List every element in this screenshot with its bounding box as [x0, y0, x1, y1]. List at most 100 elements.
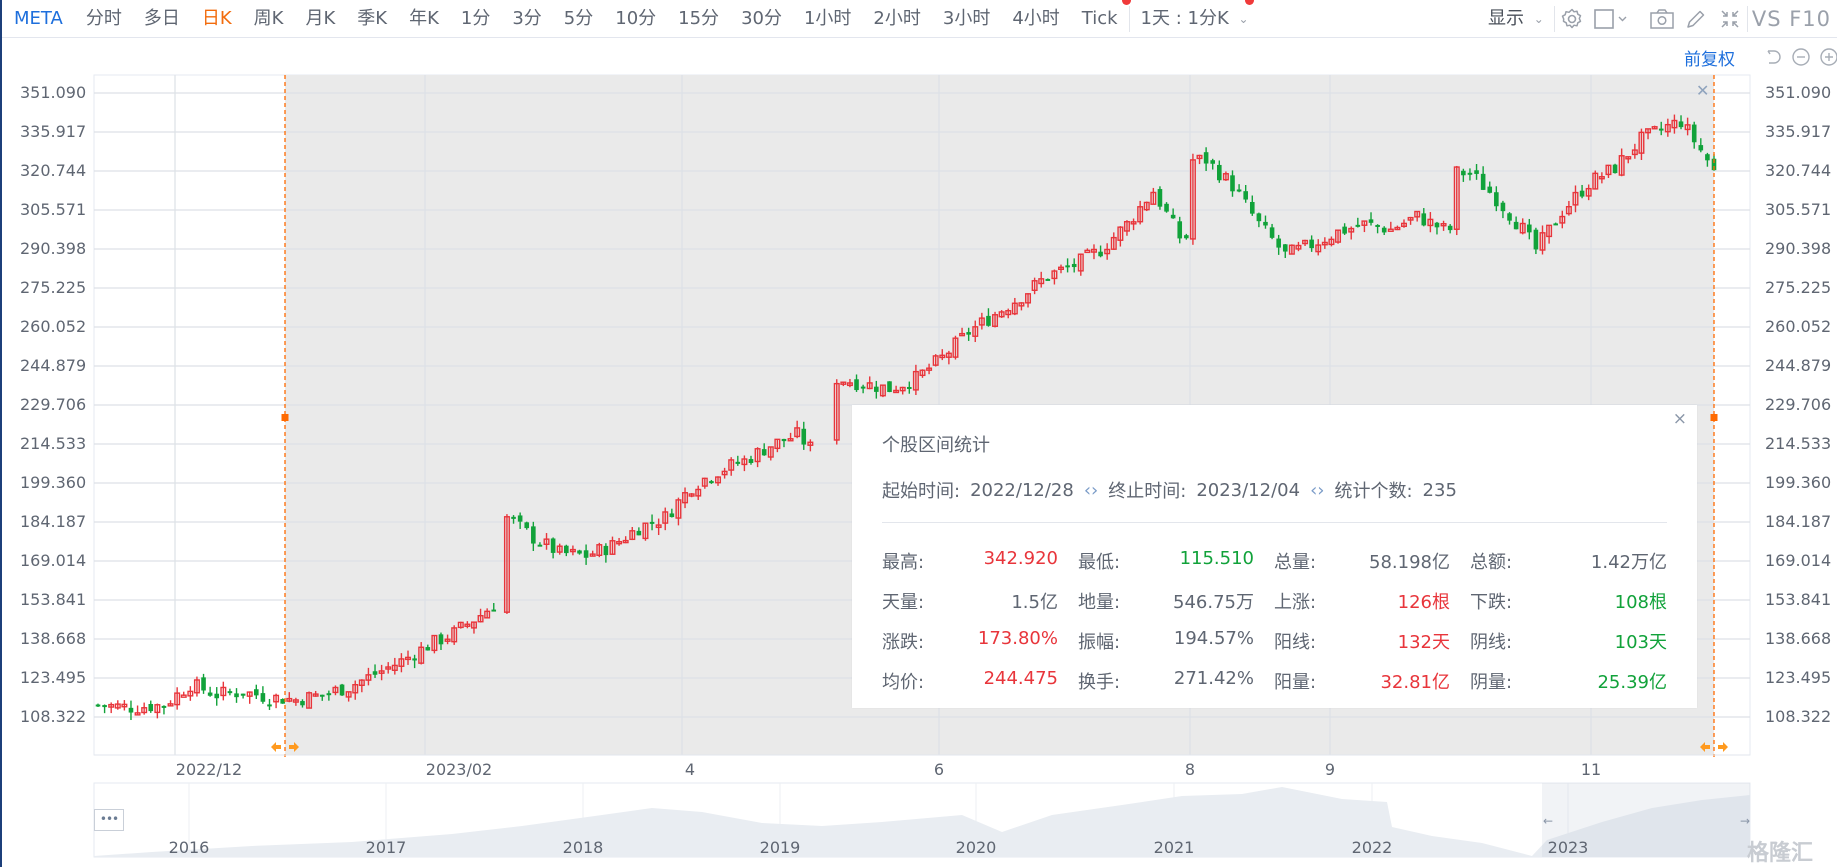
candle-body: [1651, 126, 1658, 130]
candle-body: [1711, 158, 1717, 171]
draw-button[interactable]: [1679, 0, 1713, 38]
period-tab[interactable]: 周K: [253, 7, 284, 29]
period-tab[interactable]: 1小时: [803, 7, 852, 29]
candle-body: [161, 705, 167, 708]
period-tab[interactable]: 3分: [512, 7, 542, 29]
candle-body: [992, 314, 999, 327]
candle-body: [1011, 302, 1018, 315]
stat-cell: 换手: 271.42%: [1078, 668, 1274, 694]
undo-button[interactable]: [1762, 46, 1784, 68]
period-tab[interactable]: 4小时: [1012, 7, 1060, 29]
candle-body: [1400, 222, 1407, 228]
screenshot-button[interactable]: [1645, 0, 1679, 38]
period-tab[interactable]: 10分: [615, 7, 657, 29]
candle-body: [365, 674, 372, 681]
candle-body: [807, 441, 814, 446]
candle-body: [1177, 221, 1183, 239]
start-time-adjust-icon[interactable]: ‹›: [1083, 479, 1099, 501]
end-time-adjust-icon[interactable]: ‹›: [1310, 479, 1325, 501]
custom-period-select[interactable]: 1天 : 1分K ⌄: [1130, 0, 1260, 38]
candle-body: [945, 352, 952, 358]
candle-body: [1038, 278, 1045, 285]
y-tick-label: 275.225: [20, 278, 87, 297]
candle-body: [1077, 253, 1084, 272]
stat-value: 32.81亿: [1380, 672, 1450, 693]
candle-body: [405, 656, 412, 661]
stat-value: 25.39亿: [1597, 672, 1667, 693]
candle-body: [1222, 173, 1229, 181]
period-tab[interactable]: 季K: [357, 7, 388, 29]
range-start-drag-handle[interactable]: [271, 742, 299, 752]
y-tick-label: 199.360: [1765, 473, 1832, 492]
y-tick-label: 153.841: [1765, 590, 1832, 609]
period-tab[interactable]: 日K: [201, 7, 232, 29]
y-tick-label: 290.398: [20, 239, 87, 258]
candle-body: [1572, 191, 1579, 206]
close-icon[interactable]: ×: [1672, 409, 1687, 429]
candle-body: [385, 666, 392, 670]
candle-body: [1276, 238, 1281, 248]
candle-body: [227, 691, 233, 694]
vs-f10-button[interactable]: VS F10: [1751, 7, 1831, 31]
range-end-drag-handle[interactable]: [1700, 742, 1728, 752]
zoom-in-button[interactable]: [1818, 46, 1837, 68]
y-tick-label: 138.668: [20, 629, 87, 648]
candle-body: [748, 459, 754, 463]
candle-body: [1507, 213, 1512, 221]
candle-body: [332, 686, 339, 694]
candle-body: [636, 530, 642, 536]
candle-body: [246, 691, 253, 697]
navigator-right-arrow-icon: →: [1740, 814, 1750, 828]
candle-body: [358, 679, 365, 687]
price-adjust-selector[interactable]: 前复权: [1684, 50, 1735, 70]
stat-cell: 均价: 244.475: [882, 668, 1078, 694]
candle-body: [1236, 189, 1242, 192]
period-tab[interactable]: 2小时: [873, 7, 921, 29]
candle-body: [860, 386, 866, 389]
period-tab[interactable]: Tick: [1071, 0, 1131, 38]
period-tab[interactable]: 年K: [409, 7, 439, 29]
period-tab[interactable]: 15分: [678, 7, 720, 29]
navigator-year-label: 2022: [1351, 838, 1393, 857]
candle-body: [378, 670, 385, 674]
display-label: 显示: [1488, 8, 1525, 29]
more-options-button[interactable]: •••: [94, 809, 124, 831]
symbol-label[interactable]: META: [14, 7, 63, 29]
candle-body: [550, 538, 556, 553]
y-tick-label: 290.398: [1765, 239, 1832, 258]
settings-button[interactable]: [1555, 0, 1589, 38]
period-tab[interactable]: 月K: [305, 7, 336, 29]
y-tick-label: 351.090: [1765, 83, 1832, 102]
candle-body: [1025, 293, 1032, 304]
period-tab[interactable]: 1分: [460, 7, 491, 29]
candle-body: [866, 382, 873, 390]
stat-cell: 阳线: 132天: [1274, 628, 1470, 654]
period-tab[interactable]: 多日: [143, 7, 180, 29]
candle-body: [972, 326, 979, 337]
toolbar-divider: [1128, 5, 1130, 32]
zoom-out-button[interactable]: [1790, 46, 1812, 68]
candle-body: [893, 389, 900, 394]
candle-body: [986, 315, 991, 326]
zoom-in-icon: [1820, 48, 1837, 66]
stats-row: 最高: 342.920 最低: 115.510 总量: 58.198亿 总额: 1.42万亿: [882, 541, 1667, 581]
candle-body: [1189, 159, 1196, 240]
period-tab[interactable]: 5分: [563, 7, 594, 29]
period-tab[interactable]: 30分: [741, 7, 782, 29]
candle-body: [715, 476, 722, 484]
candle-body: [148, 704, 154, 712]
display-dropdown[interactable]: 显示 ⌄: [1477, 0, 1554, 38]
candle-body: [260, 693, 266, 702]
candle-body: [1210, 160, 1216, 164]
collapse-button[interactable]: [1713, 0, 1747, 38]
candle-body: [616, 540, 623, 545]
y-tick-label: 153.841: [20, 590, 87, 609]
layout-dropdown[interactable]: [1589, 0, 1635, 38]
period-tab[interactable]: 3小时: [942, 7, 991, 29]
candle-body: [464, 623, 471, 627]
candle-body: [1645, 128, 1652, 134]
candle-body: [187, 690, 194, 697]
period-tab[interactable]: 分时: [85, 7, 122, 29]
y-tick-label: 229.706: [20, 395, 87, 414]
